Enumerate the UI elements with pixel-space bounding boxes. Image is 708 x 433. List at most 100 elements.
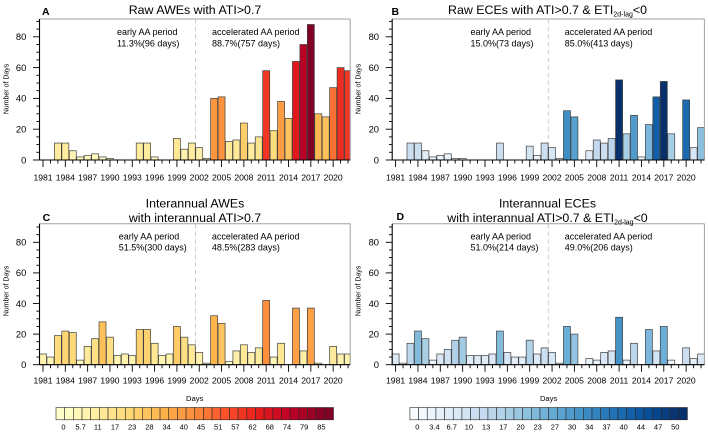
svg-text:Interannual ECEs: Interannual ECEs [499,197,596,211]
svg-text:1984: 1984 [408,376,427,386]
svg-text:early AA period: early AA period [471,27,532,37]
svg-text:20: 20 [16,124,26,135]
svg-text:2014: 2014 [279,173,298,183]
svg-text:accelerated AA period: accelerated AA period [212,231,300,241]
svg-text:0: 0 [374,154,379,165]
svg-text:1993: 1993 [123,173,142,183]
svg-text:2008: 2008 [587,376,606,386]
svg-text:40: 40 [620,422,628,431]
svg-text:34: 34 [585,422,593,431]
svg-text:2020: 2020 [324,173,343,183]
svg-text:1996: 1996 [498,376,517,386]
svg-text:6.7: 6.7 [446,422,456,431]
svg-text:1999: 1999 [520,376,539,386]
svg-text:40: 40 [369,298,379,309]
svg-text:40: 40 [369,93,379,104]
svg-text:51.5%(300 days): 51.5%(300 days) [119,243,187,253]
svg-text:20: 20 [16,328,26,339]
svg-text:0: 0 [61,422,65,431]
svg-text:2017: 2017 [654,376,673,386]
svg-text:Number of Days: Number of Days [356,63,363,114]
svg-text:80: 80 [16,31,26,42]
svg-text:1999: 1999 [167,376,186,386]
svg-text:2011: 2011 [257,376,276,386]
svg-text:85.0%(413 days): 85.0%(413 days) [565,38,633,48]
svg-text:1981: 1981 [33,173,52,183]
svg-text:80: 80 [369,237,379,248]
svg-text:13: 13 [482,422,490,431]
svg-text:0: 0 [21,154,26,165]
svg-text:1990: 1990 [100,173,119,183]
svg-text:15.0%(73 days): 15.0%(73 days) [471,38,534,48]
svg-text:34: 34 [162,422,170,431]
svg-text:0: 0 [374,359,379,370]
svg-text:10: 10 [465,422,473,431]
svg-text:2005: 2005 [565,376,584,386]
svg-text:2014: 2014 [279,376,298,386]
svg-text:early AA period: early AA period [117,27,178,37]
svg-text:2017: 2017 [301,376,320,386]
svg-text:2020: 2020 [677,173,696,183]
svg-text:88.7%(757 days): 88.7%(757 days) [212,38,280,48]
svg-text:60: 60 [369,267,379,278]
svg-text:1981: 1981 [386,376,405,386]
svg-text:Days: Days [186,394,204,403]
svg-text:Interannual AWEs: Interannual AWEs [146,197,245,211]
svg-text:C: C [43,212,51,224]
svg-text:11.3%(96 days): 11.3%(96 days) [117,38,179,48]
svg-text:44: 44 [637,422,645,431]
svg-text:20: 20 [516,422,524,431]
svg-text:48.5%(283 days): 48.5%(283 days) [212,243,280,253]
svg-text:2005: 2005 [565,173,584,183]
svg-text:85: 85 [317,422,325,431]
svg-text:1981: 1981 [33,376,52,386]
svg-text:17: 17 [499,422,507,431]
svg-text:Number of Days: Number of Days [3,265,10,316]
svg-text:60: 60 [16,267,26,278]
svg-text:5.7: 5.7 [75,422,85,431]
svg-text:0: 0 [415,422,419,431]
svg-text:23: 23 [534,422,542,431]
svg-text:1990: 1990 [453,376,472,386]
svg-text:17: 17 [111,422,119,431]
svg-text:28: 28 [145,422,153,431]
svg-text:51: 51 [214,422,222,431]
svg-text:1987: 1987 [431,173,450,183]
svg-text:40: 40 [180,422,188,431]
svg-text:74: 74 [283,422,291,431]
svg-text:2011: 2011 [257,173,276,183]
svg-text:Raw ECEs with ATI>0.7 & ETI2d-: Raw ECEs with ATI>0.7 & ETI2d-lag<0 [448,3,647,19]
svg-text:80: 80 [369,31,379,42]
svg-text:2008: 2008 [234,173,253,183]
svg-text:2017: 2017 [301,173,320,183]
svg-text:23: 23 [128,422,136,431]
svg-text:2011: 2011 [610,173,629,183]
svg-text:2020: 2020 [677,376,696,386]
svg-text:45: 45 [197,422,205,431]
svg-text:1993: 1993 [123,376,142,386]
svg-text:80: 80 [16,237,26,248]
svg-text:D: D [397,211,405,223]
svg-text:1990: 1990 [453,173,472,183]
svg-text:20: 20 [369,124,379,135]
svg-text:A: A [42,6,50,18]
svg-text:2014: 2014 [632,173,651,183]
svg-text:1996: 1996 [498,173,517,183]
svg-text:40: 40 [16,93,26,104]
svg-text:2005: 2005 [212,376,231,386]
svg-text:1996: 1996 [145,376,164,386]
svg-text:B: B [392,6,400,18]
svg-text:62: 62 [248,422,256,431]
svg-text:1993: 1993 [475,376,494,386]
svg-text:Days: Days [540,394,558,403]
svg-text:early AA period: early AA period [471,231,532,241]
svg-text:2008: 2008 [587,173,606,183]
svg-text:2017: 2017 [654,173,673,183]
svg-text:79: 79 [300,422,308,431]
svg-text:Number of Days: Number of Days [3,63,10,114]
svg-text:1996: 1996 [145,173,164,183]
svg-text:1987: 1987 [78,173,97,183]
svg-text:1999: 1999 [520,173,539,183]
svg-text:40: 40 [16,298,26,309]
svg-text:accelerated AA period: accelerated AA period [212,27,300,37]
